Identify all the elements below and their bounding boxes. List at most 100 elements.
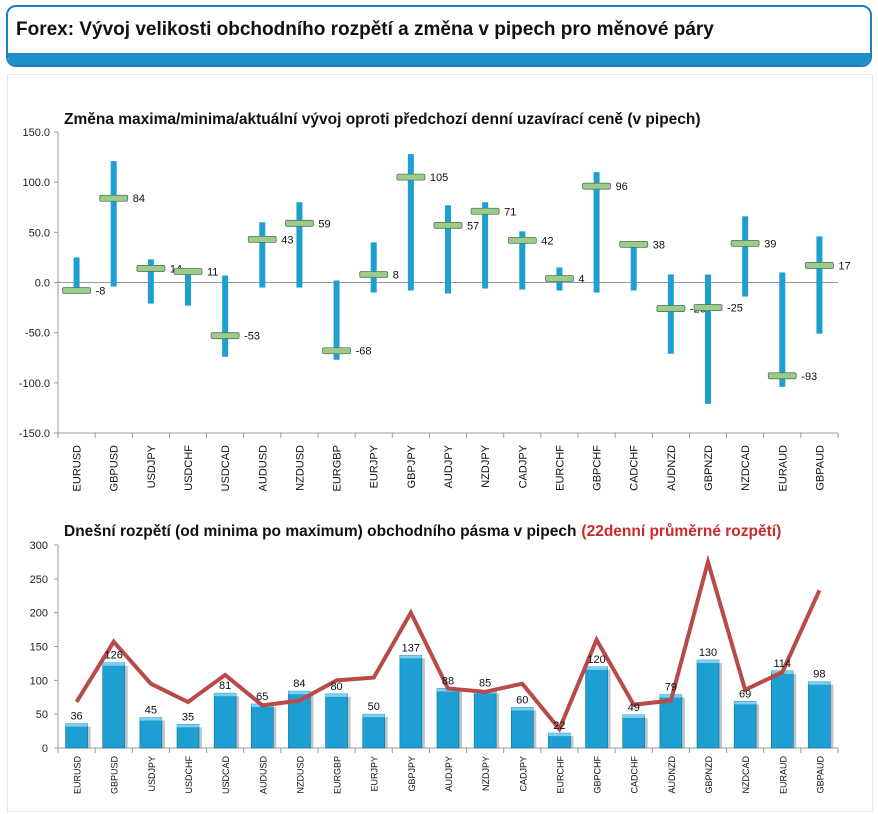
chart2-data-label: 85 xyxy=(479,677,491,689)
chart1-current-marker xyxy=(322,347,351,355)
chart2-data-label: 80 xyxy=(330,681,342,693)
chart2-x-tick-label: NZDCAD xyxy=(741,756,751,794)
chart2-bar xyxy=(102,662,126,749)
chart1-range-bar xyxy=(333,280,340,360)
chart2-bar xyxy=(696,659,720,749)
chart1-x-tick-label: AUDJPY xyxy=(443,444,455,488)
chart2-y-tick-label: 300 xyxy=(30,540,48,552)
chart2-average-line xyxy=(74,554,822,733)
chart2-bar-highlight xyxy=(288,691,311,695)
chart2-bar-highlight xyxy=(734,701,757,705)
chart1-current-marker xyxy=(396,173,426,181)
chart2-bar-highlight xyxy=(325,693,348,697)
chart1-x-tick-label: AUDNZD xyxy=(666,445,678,491)
chart2-bar xyxy=(473,690,497,749)
chart2-bar xyxy=(176,724,200,749)
chart2-bar-highlight xyxy=(622,714,645,718)
chart2-bar-highlight xyxy=(697,660,719,664)
chart1-y-tick-label: 50.0 xyxy=(29,227,50,239)
chart2-bar-highlight xyxy=(808,681,831,685)
chart1-current-marker xyxy=(545,275,574,282)
chart2-bar-highlight xyxy=(65,723,88,727)
chart1-current-marker xyxy=(507,236,537,244)
chart1-x-tick-label: EURAUD xyxy=(777,445,789,492)
chart2-bar xyxy=(733,701,757,749)
chart1-x-tick-label: CADCHF xyxy=(629,445,641,491)
chart1-range-bar xyxy=(370,242,377,293)
chart1-y-tick-label: 150.0 xyxy=(22,127,50,139)
chart1-x-tick-label: EURJPY xyxy=(369,444,381,488)
chart2-data-label: 60 xyxy=(516,694,528,706)
chart1-range-bar xyxy=(222,275,229,357)
chart1-current-marker xyxy=(62,287,91,294)
chart1-data-label: 59 xyxy=(318,218,330,230)
chart2-x-tick-label: EURCHF xyxy=(555,755,565,793)
chart2-x-tick-label: AUDNZD xyxy=(667,756,677,794)
chart1-range-bar xyxy=(259,222,266,288)
chart1-range-bar xyxy=(73,257,80,292)
chart2-x-tick-label: NZDJPY xyxy=(481,756,491,791)
header-band xyxy=(8,53,870,65)
chart1-data-label: 4 xyxy=(578,273,584,285)
chart1-y-tick-label: -50.0 xyxy=(25,328,50,340)
chart2-bar xyxy=(213,692,237,749)
chart2-data-label: 22 xyxy=(553,720,565,732)
chart1-x-tick-label: USDCHF xyxy=(183,445,195,491)
chart2-data-label: 81 xyxy=(219,680,231,692)
chart2-x-tick-label: USDCAD xyxy=(221,756,231,795)
chart1-x-tick-label: NZDJPY xyxy=(480,444,492,487)
chart2-bar xyxy=(808,681,831,749)
chart1-data-label: 71 xyxy=(504,206,516,218)
chart1-data-label: -53 xyxy=(244,331,260,343)
chart1-title: Změna maxima/minima/aktuální vývoj oprot… xyxy=(64,111,701,128)
chart1-current-marker xyxy=(285,219,314,227)
chart1-current-marker xyxy=(730,239,760,247)
chart2-data-label: 35 xyxy=(182,711,194,723)
chart1-range-bar xyxy=(445,205,451,294)
chart1-x-tick-label: NZDCAD xyxy=(740,445,752,491)
chart2-bar-highlight xyxy=(177,724,199,728)
chart2-y-tick-label: 100 xyxy=(30,675,48,687)
chart1-current-marker xyxy=(433,221,463,229)
chart2-data-label: 88 xyxy=(442,675,454,687)
chart2-bar xyxy=(436,688,460,749)
chart1-data-label: 84 xyxy=(133,193,145,205)
chart2-x-tick-label: AUDJPY xyxy=(444,756,454,792)
chart1-x-tick-label: EURCHF xyxy=(554,445,566,491)
chart1-data-label: -25 xyxy=(727,303,743,315)
chart2-x-tick-label: AUDUSD xyxy=(258,756,268,795)
chart2-x-tick-label: CADJPY xyxy=(518,756,528,792)
chart1-range-bar xyxy=(705,274,711,404)
chart1-y-tick-label: 0.0 xyxy=(35,278,50,290)
chart1-current-marker xyxy=(99,194,129,202)
chart2-bar xyxy=(325,693,348,749)
chart1-range-bar xyxy=(630,241,637,291)
chart2-bar-highlight xyxy=(511,707,534,711)
chart2-data-label: 126 xyxy=(105,650,123,662)
chart2-y-tick-label: 0 xyxy=(42,743,48,755)
chart2-data-label: 137 xyxy=(402,642,420,654)
chart1-y-tick-label: 100.0 xyxy=(22,177,50,189)
chart2-y-tick-label: 150 xyxy=(30,642,48,654)
chart2-x-tick-label: EURAUD xyxy=(778,756,788,795)
chart1-range-bar xyxy=(110,161,117,287)
chart1-data-label: 43 xyxy=(281,234,293,246)
chart2-data-label: 49 xyxy=(628,702,640,714)
chart1-current-marker xyxy=(656,305,686,312)
chart1-current-marker xyxy=(805,262,834,269)
chart1-range-bar xyxy=(742,216,749,297)
chart1-x-tick-label: NZDUSD xyxy=(294,445,306,491)
chart2-bar xyxy=(250,703,274,749)
chart1-current-marker xyxy=(210,332,240,340)
chart1-data-label: 17 xyxy=(838,260,850,272)
chart2-x-tick-label: GBPCHF xyxy=(593,756,603,794)
chart-panel xyxy=(7,74,873,812)
chart2-bar xyxy=(362,713,386,749)
chart1-current-marker xyxy=(247,235,277,243)
chart1-data-label: -93 xyxy=(801,371,817,383)
chart2-x-tick-label: NZDUSD xyxy=(295,756,305,794)
chart2-x-tick-label: GBPNZD xyxy=(704,756,714,794)
chart1-data-label: -8 xyxy=(96,286,106,298)
chart1-current-marker xyxy=(693,304,723,311)
